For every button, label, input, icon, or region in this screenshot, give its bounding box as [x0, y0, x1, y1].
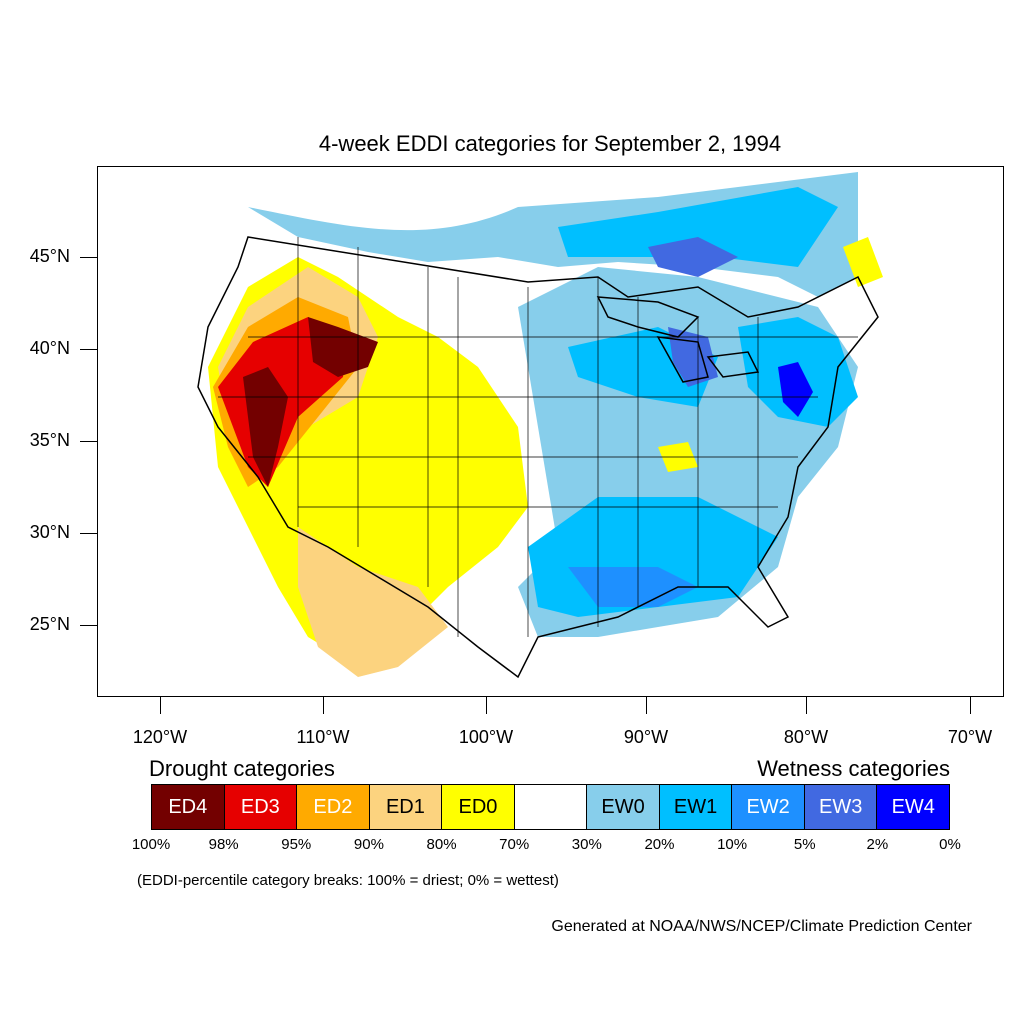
legend-swatch-ed1: ED1 — [369, 785, 443, 829]
lon-label-90: 90°W — [623, 727, 669, 747]
lat-label-30: 30°N — [29, 522, 70, 542]
lon-label-80: 80°W — [783, 727, 829, 747]
legend-swatch-ed0: ED0 — [442, 785, 515, 829]
lat-label-40: 40°N — [29, 338, 70, 358]
legend-swatch-ew1: EW1 — [659, 785, 733, 829]
lon-tick-100 — [486, 697, 487, 714]
legend-break-label: 2% — [866, 836, 889, 853]
lat-tick-35 — [80, 441, 97, 442]
lat-tick-40 — [80, 349, 97, 350]
legend-break-label: 98% — [208, 836, 239, 853]
credit-line: Generated at NOAA/NWS/NCEP/Climate Predi… — [551, 918, 972, 935]
lon-tick-90 — [646, 697, 647, 714]
legend-break-label: 10% — [717, 836, 748, 853]
state-lines — [218, 237, 858, 637]
lat-label-25: 25°N — [29, 614, 70, 634]
map-panel — [97, 166, 1004, 697]
lat-tick-30 — [80, 533, 97, 534]
wetness-categories-heading: Wetness categories — [757, 756, 950, 781]
legend-break-label: 90% — [353, 836, 384, 853]
legend-swatch-ew3: EW3 — [804, 785, 878, 829]
legend-note: (EDDI-percentile category breaks: 100% =… — [137, 872, 559, 889]
lat-tick-25 — [80, 625, 97, 626]
gulf-wet-ew2 — [568, 567, 698, 607]
lon-tick-110 — [323, 697, 324, 714]
lon-label-120: 120°W — [132, 727, 188, 747]
eddi-map — [197, 172, 883, 679]
great-lakes-wet-ew3 — [668, 327, 718, 387]
drought-categories-heading: Drought categories — [149, 756, 335, 781]
legend-break-label: 30% — [571, 836, 602, 853]
legend-break-label: 70% — [499, 836, 530, 853]
legend-swatch-neutral — [514, 785, 588, 829]
legend-swatch-ew4: EW4 — [877, 785, 950, 829]
us-outline — [197, 236, 879, 679]
legend-color-bar: ED4 ED3 ED2 ED1 ED0 EW0 EW1 EW2 EW3 EW4 — [151, 784, 950, 830]
canada-ew1-band — [558, 187, 838, 267]
lon-label-100: 100°W — [458, 727, 514, 747]
legend-swatch-ed3: ED3 — [224, 785, 298, 829]
canada-ew2-patch — [648, 237, 738, 277]
legend-break-label: 95% — [281, 836, 312, 853]
lat-label-35: 35°N — [29, 430, 70, 450]
legend-swatch-ew2: EW2 — [732, 785, 805, 829]
legend-swatch-ed2: ED2 — [297, 785, 370, 829]
legend-swatch-ew0: EW0 — [587, 785, 660, 829]
legend-break-label: 20% — [644, 836, 675, 853]
legend-break-label: 80% — [426, 836, 457, 853]
mid-atlantic-wet-ew4 — [778, 362, 813, 417]
lat-label-45: 45°N — [29, 246, 70, 266]
legend-swatch-ed4: ED4 — [152, 785, 225, 829]
legend-break-label: 100% — [131, 836, 171, 853]
legend-break-label: 5% — [793, 836, 816, 853]
lon-tick-70 — [970, 697, 971, 714]
west-drought-ed1 — [298, 527, 448, 677]
lon-tick-120 — [160, 697, 161, 714]
lat-tick-45 — [80, 257, 97, 258]
lon-label-70: 70°W — [947, 727, 993, 747]
map-title: 4-week EDDI categories for September 2, … — [318, 131, 782, 156]
legend-break-label: 0% — [939, 836, 961, 853]
maine-ed0 — [843, 237, 883, 287]
lon-tick-80 — [806, 697, 807, 714]
west-drought-ed4 — [308, 317, 378, 377]
lon-label-110: 110°W — [296, 727, 350, 747]
